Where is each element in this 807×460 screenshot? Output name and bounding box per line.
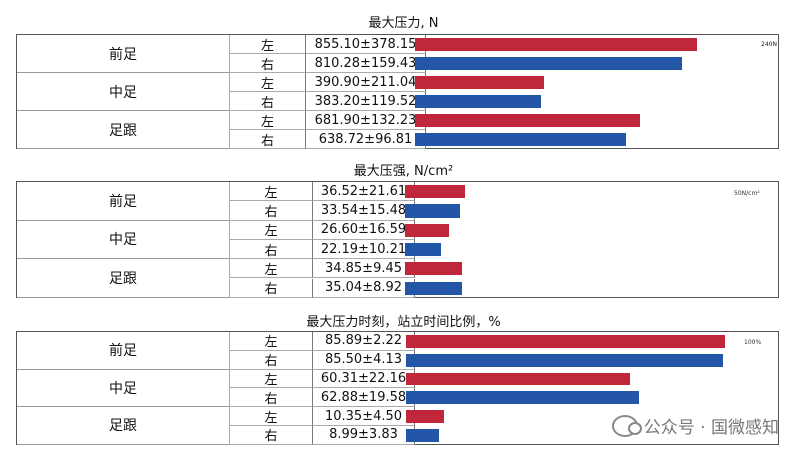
bar-left [405,262,463,276]
bar-left [406,410,445,423]
side-label: 右 [229,201,312,221]
chart-title: 最大压强, N/cm² [353,164,454,179]
bar-right [415,133,626,146]
data-label: 10.35±4.50 [312,407,415,426]
data-label: 85.89±2.22 [312,332,415,351]
side-label: 右 [229,388,312,408]
chart-panel: 前足 中足 足跟左 85.89±2.22 右 85.50±4.13 左 60.31±22.16… [16,331,779,445]
data-label: 22.19±10.21 [312,239,415,260]
bar-right [405,242,442,257]
data-label: 34.85±9.45 [312,259,415,279]
side-label: 左 [229,369,312,389]
data-label: 390.90±211.04 [305,73,426,92]
chart-panel: 前足 中足 足跟左 855.10±378.15 右 810.28±159.43 左 390.9… [16,34,779,149]
region-label: 前足 [17,35,229,73]
bar-right [405,204,460,218]
bar-right [406,391,640,405]
data-label: 62.88±19.58 [312,388,415,408]
region-label: 足跟 [17,259,229,298]
bar-left [405,223,449,237]
bar-left [415,76,544,89]
side-label: 右 [229,239,312,260]
bar-right [406,429,440,442]
wechat-icon [611,414,642,437]
data-label: 855.10±378.15 [305,35,426,54]
side-label: 右 [229,92,305,111]
region-label: 中足 [17,221,229,260]
chart-title: 最大压力, N [368,16,439,31]
bar-left [415,114,641,127]
data-label: 33.54±15.48 [312,201,415,221]
scale-max-label: 240N [761,41,777,48]
data-label: 638.72±96.81 [305,130,426,149]
data-label: 8.99±3.83 [312,426,415,445]
side-label: 左 [229,332,312,351]
data-label: 85.50±4.13 [312,350,415,370]
bar-right [415,57,683,70]
data-label: 36.52±21.61 [312,182,415,202]
region-label: 前足 [17,332,229,370]
region-label: 前足 [17,182,229,221]
bar-right [415,95,542,108]
scale-max-label: 100% [744,339,762,346]
side-label: 右 [229,54,305,73]
data-label: 26.60±16.59 [312,220,415,240]
bar-left [405,185,465,199]
watermark-text: 公众号 · 国微感知 [643,418,779,438]
side-label: 左 [229,407,312,426]
side-label: 左 [229,35,305,54]
side-label: 左 [229,111,305,130]
bar-left [406,335,725,348]
chart-title: 最大压力时刻，站立时间比例，% [306,315,501,330]
side-label: 左 [229,220,312,240]
side-label: 右 [229,350,312,370]
side-label: 右 [229,278,312,298]
bar-left [415,38,698,51]
bar-right [406,353,724,367]
side-label: 右 [229,130,305,149]
side-label: 左 [229,259,312,279]
side-label: 右 [229,426,312,445]
region-label: 足跟 [17,111,229,149]
data-label: 383.20±119.52 [305,92,426,111]
side-label: 左 [229,182,312,202]
watermark: 公众号 · 国微感知 [611,413,779,438]
bar-left [406,372,630,386]
side-label: 左 [229,73,305,92]
data-label: 60.31±22.16 [312,369,415,389]
scale-max-label: 50N/cm² [734,190,760,197]
region-label: 中足 [17,73,229,111]
region-label: 足跟 [17,407,229,445]
region-label: 中足 [17,370,229,408]
data-label: 681.90±132.23 [305,111,426,130]
bar-right [405,281,463,295]
data-label: 35.04±8.92 [312,278,415,298]
chart-panel: 前足 中足 足跟左 36.52±21.61 右 33.54±15.48 左 26.60±16.… [16,181,779,298]
data-label: 810.28±159.43 [305,54,426,73]
